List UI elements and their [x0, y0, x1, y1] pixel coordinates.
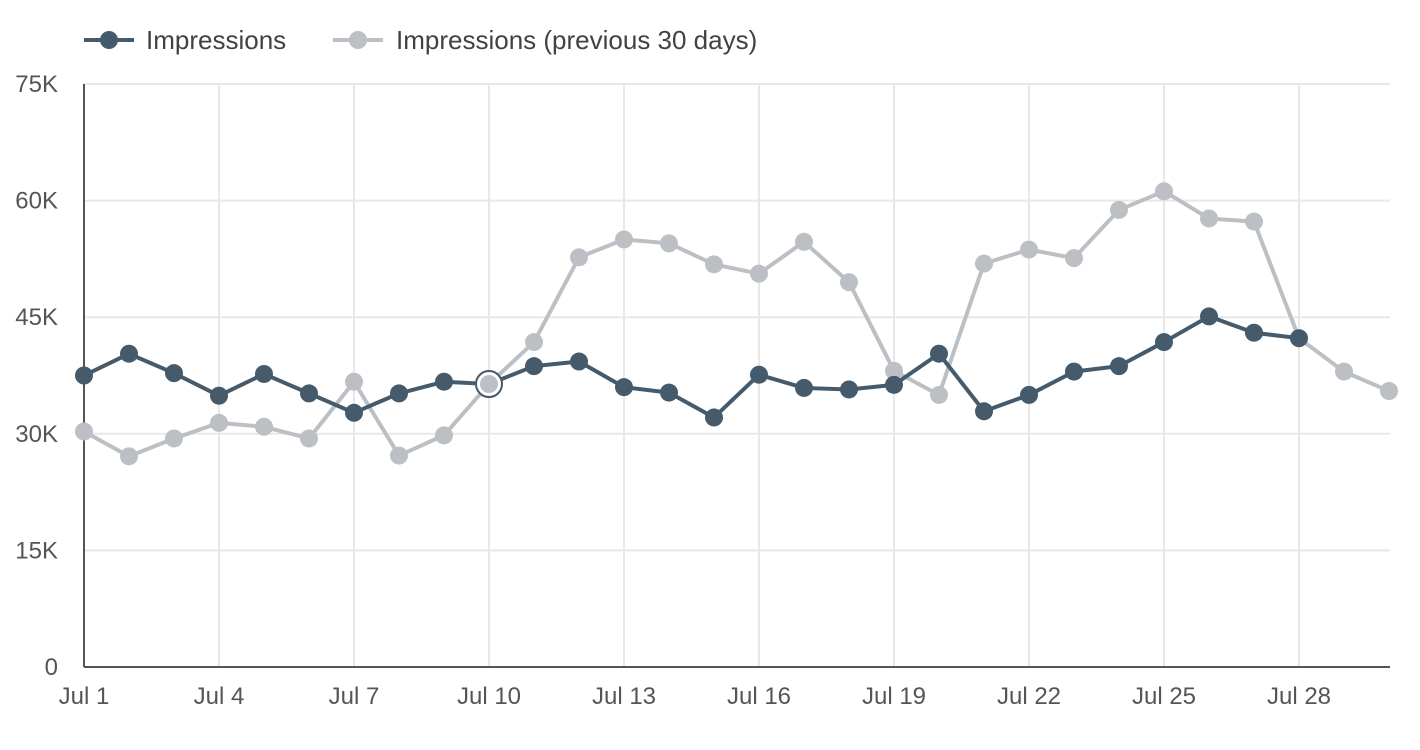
data-point-impressions[interactable]: [885, 375, 903, 394]
data-point-impressions-previous[interactable]: [1380, 382, 1398, 401]
data-point-impressions-previous[interactable]: [1335, 362, 1353, 381]
data-point-impressions-previous[interactable]: [345, 372, 363, 391]
data-point-impressions-previous[interactable]: [750, 264, 768, 283]
series-layer: [75, 182, 1398, 466]
x-tick-label: Jul 1: [59, 683, 110, 710]
data-point-impressions-previous[interactable]: [1155, 182, 1173, 201]
data-point-impressions[interactable]: [165, 364, 183, 383]
y-tick-label: 45K: [15, 304, 58, 331]
y-axis-tick-labels: 0 15K 30K 45K 60K 75K: [15, 71, 58, 681]
data-point-impressions-previous[interactable]: [1020, 240, 1038, 259]
data-point-impressions-previous[interactable]: [525, 333, 543, 352]
data-point-impressions[interactable]: [615, 378, 633, 397]
legend-item-impressions-previous[interactable]: Impressions (previous 30 days): [333, 25, 757, 55]
data-point-impressions[interactable]: [1245, 323, 1263, 342]
data-point-impressions[interactable]: [120, 344, 138, 363]
data-point-impressions[interactable]: [390, 384, 408, 403]
data-point-impressions-previous[interactable]: [975, 254, 993, 273]
data-point-impressions[interactable]: [1155, 333, 1173, 352]
data-point-impressions[interactable]: [345, 403, 363, 422]
x-tick-label: Jul 22: [997, 683, 1061, 710]
data-point-impressions[interactable]: [570, 352, 588, 371]
y-tick-label: 75K: [15, 71, 58, 98]
x-tick-label: Jul 16: [727, 683, 791, 710]
x-tick-label: Jul 7: [329, 683, 380, 710]
x-tick-label: Jul 28: [1267, 683, 1331, 710]
legend-item-impressions[interactable]: Impressions: [84, 25, 286, 55]
series-impressions: [75, 307, 1308, 427]
data-point-impressions-previous[interactable]: [1065, 249, 1083, 268]
x-tick-label: Jul 10: [457, 683, 521, 710]
legend: Impressions Impressions (previous 30 day…: [84, 25, 757, 55]
data-point-impressions-previous[interactable]: [435, 426, 453, 445]
data-point-impressions-previous[interactable]: [705, 255, 723, 274]
legend-marker-impressions-previous: [349, 31, 367, 49]
data-point-impressions-previous[interactable]: [795, 232, 813, 251]
data-point-impressions[interactable]: [1110, 357, 1128, 376]
data-point-impressions[interactable]: [525, 357, 543, 376]
data-point-impressions-previous[interactable]: [120, 447, 138, 466]
data-point-impressions[interactable]: [1290, 329, 1308, 348]
y-tick-label: 15K: [15, 537, 58, 564]
y-tick-label: 60K: [15, 188, 58, 215]
series-impressions-previous: [75, 182, 1398, 466]
data-point-impressions-previous[interactable]: [885, 361, 903, 380]
data-point-impressions[interactable]: [1200, 307, 1218, 326]
data-point-impressions-previous[interactable]: [660, 234, 678, 253]
data-point-impressions[interactable]: [930, 344, 948, 363]
data-point-impressions-previous[interactable]: [615, 230, 633, 249]
y-gridlines: [84, 83, 1390, 552]
x-tick-label: Jul 13: [592, 683, 656, 710]
x-axis-tick-labels: Jul 1 Jul 4 Jul 7 Jul 10 Jul 13 Jul 16 Jul 19 J…: [59, 683, 1331, 710]
axes: [83, 84, 1390, 668]
data-point-impressions[interactable]: [660, 383, 678, 402]
data-point-impressions[interactable]: [975, 402, 993, 421]
x-tick-label: Jul 19: [862, 683, 926, 710]
legend-marker-impressions: [100, 31, 118, 49]
data-point-impressions-previous[interactable]: [210, 413, 228, 432]
data-point-impressions-previous[interactable]: [75, 422, 93, 441]
data-point-impressions[interactable]: [435, 372, 453, 391]
highlight-layer: [475, 370, 503, 399]
series-line-impressions: [83, 314, 1300, 420]
data-point-impressions[interactable]: [840, 380, 858, 399]
data-point-impressions[interactable]: [1065, 362, 1083, 381]
y-tick-label: 30K: [15, 421, 58, 448]
data-point-impressions[interactable]: [795, 378, 813, 397]
legend-label-impressions: Impressions: [146, 25, 286, 55]
data-point-impressions-previous[interactable]: [840, 273, 858, 292]
highlighted-data-point[interactable]: [480, 375, 498, 394]
data-point-impressions[interactable]: [1020, 385, 1038, 404]
legend-label-impressions-previous: Impressions (previous 30 days): [396, 25, 757, 55]
data-point-impressions[interactable]: [255, 364, 273, 383]
data-point-impressions[interactable]: [210, 386, 228, 405]
data-point-impressions[interactable]: [300, 384, 318, 403]
data-point-impressions-previous[interactable]: [300, 429, 318, 448]
y-tick-label: 0: [45, 654, 58, 681]
data-point-impressions-previous[interactable]: [1245, 212, 1263, 231]
data-point-impressions-previous[interactable]: [255, 417, 273, 436]
data-point-impressions[interactable]: [75, 366, 93, 385]
data-point-impressions[interactable]: [705, 408, 723, 427]
data-point-impressions-previous[interactable]: [1110, 200, 1128, 219]
data-point-impressions[interactable]: [750, 365, 768, 384]
data-point-impressions-previous[interactable]: [165, 429, 183, 448]
x-tick-label: Jul 25: [1132, 683, 1196, 710]
data-point-impressions-previous[interactable]: [570, 248, 588, 267]
data-point-impressions-previous[interactable]: [390, 446, 408, 465]
x-tick-label: Jul 4: [194, 683, 245, 710]
data-point-impressions-previous[interactable]: [1200, 209, 1218, 228]
data-point-impressions-previous[interactable]: [930, 385, 948, 404]
